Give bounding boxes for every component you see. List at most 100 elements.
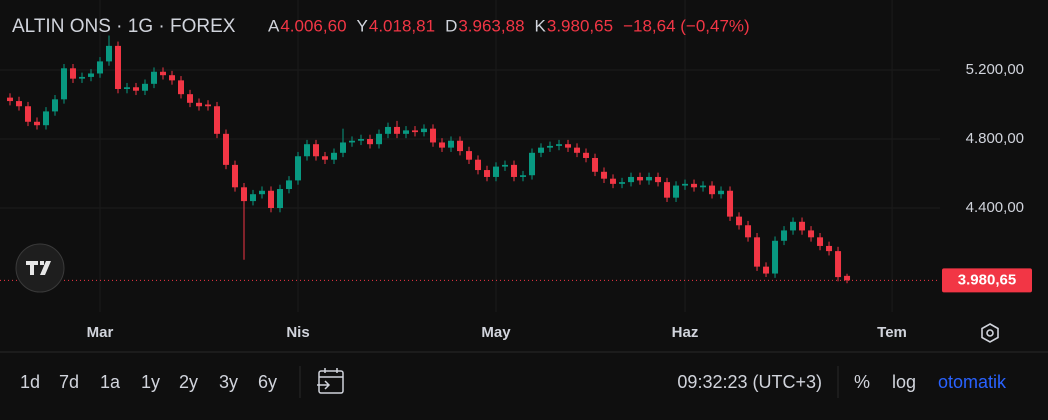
range-button[interactable]: 1y (141, 372, 160, 392)
candle-body (619, 182, 626, 184)
candle-body (772, 240, 779, 274)
candle-body (304, 144, 311, 157)
candle-body (340, 142, 347, 153)
candle-body (574, 147, 581, 153)
candle-body (150, 71, 157, 84)
candle-body (808, 230, 815, 238)
candle-body (421, 128, 428, 133)
ohlc-label: Y (357, 16, 368, 35)
range-button[interactable]: 3y (219, 372, 238, 392)
candle-body (322, 156, 329, 160)
range-button[interactable]: 6y (258, 372, 277, 392)
y-tick-label: 4.800,00 (966, 130, 1024, 147)
candle-body (709, 185, 716, 195)
chart-title: ALTIN ONS · 1G · FOREX (12, 16, 236, 37)
candle-body (33, 121, 40, 126)
candle-body (727, 190, 734, 217)
candle-body (682, 183, 689, 186)
candle-body (114, 45, 121, 89)
ohlc-label: A (268, 16, 280, 35)
candle-body (277, 189, 284, 208)
ohlc-label: D (445, 16, 457, 35)
candle-body (754, 237, 761, 267)
x-tick-label: Haz (672, 324, 699, 341)
candle-body (213, 106, 220, 134)
candle-body (241, 187, 248, 202)
candle-body (331, 152, 338, 160)
candle-body (60, 68, 67, 100)
ohlc-value: 4.018,81 (369, 16, 435, 35)
candle-body (24, 106, 31, 122)
candle-body (186, 94, 193, 103)
last-price-box (942, 268, 1032, 293)
candle-body (493, 166, 500, 177)
candle-body (565, 144, 572, 148)
candle-body (385, 126, 392, 134)
candle-body (286, 180, 293, 190)
candle-body (781, 230, 788, 241)
candle-body (700, 185, 707, 188)
candle-body (457, 140, 464, 152)
candle-body (177, 80, 184, 95)
candle-body (159, 71, 166, 76)
ohlc-value: 3.980,65 (547, 16, 613, 35)
candle-body (51, 99, 58, 112)
candle-body (520, 175, 527, 177)
candle-body (313, 144, 320, 157)
x-tick-label: May (481, 324, 511, 341)
candle-body (583, 152, 590, 158)
x-tick-label: Nis (286, 324, 309, 341)
candle-body (466, 151, 473, 160)
candle-body (195, 102, 202, 107)
candle-body (358, 139, 365, 141)
candle-body (394, 126, 401, 134)
log-button[interactable]: log (892, 372, 916, 392)
range-button[interactable]: 7d (59, 372, 79, 392)
candle-body (403, 130, 410, 134)
candle-body (376, 133, 383, 145)
candle-body (412, 130, 419, 133)
y-tick-label: 4.400,00 (966, 199, 1024, 216)
candle-body (637, 176, 644, 181)
percent-button[interactable]: % (854, 372, 870, 392)
y-tick-label: 5.200,00 (966, 61, 1024, 78)
date-range-button[interactable] (317, 368, 344, 394)
candle-body (42, 111, 49, 126)
range-button[interactable]: 1d (20, 372, 40, 392)
candle-body (844, 275, 851, 281)
candle-body (610, 178, 617, 184)
candle-body (448, 140, 455, 148)
candle-body (835, 251, 842, 278)
candle-body (87, 73, 94, 77)
settings-icon[interactable] (981, 323, 999, 343)
candle-body (628, 176, 635, 183)
candle-body (547, 145, 554, 148)
range-button[interactable]: 2y (179, 372, 198, 392)
clock[interactable]: 09:32:23 (UTC+3) (677, 372, 822, 392)
candle-body (367, 139, 374, 145)
candle-body (817, 237, 824, 246)
ohlc-value: 3.963,88 (458, 16, 524, 35)
candle-body (484, 170, 491, 177)
ohlc-value: 4.006,60 (280, 16, 346, 35)
candle-body (430, 128, 437, 143)
candle-body (673, 185, 680, 198)
candle-body (105, 45, 112, 62)
ohlc-change: −18,64 (−0,47%) (623, 16, 750, 35)
candle-body (295, 156, 302, 181)
auto-button[interactable]: otomatik (938, 372, 1007, 392)
candle-body (15, 101, 22, 107)
candle-body (250, 194, 257, 202)
x-tick-label: Mar (87, 324, 114, 341)
ohlc-label: K (535, 16, 547, 35)
candle-body (538, 147, 545, 153)
range-button[interactable]: 1a (100, 372, 121, 392)
candle-body (601, 171, 608, 179)
candle-body (141, 83, 148, 91)
candle-body (268, 190, 275, 208)
candle-body (799, 221, 806, 231)
x-tick-label: Tem (877, 324, 907, 341)
